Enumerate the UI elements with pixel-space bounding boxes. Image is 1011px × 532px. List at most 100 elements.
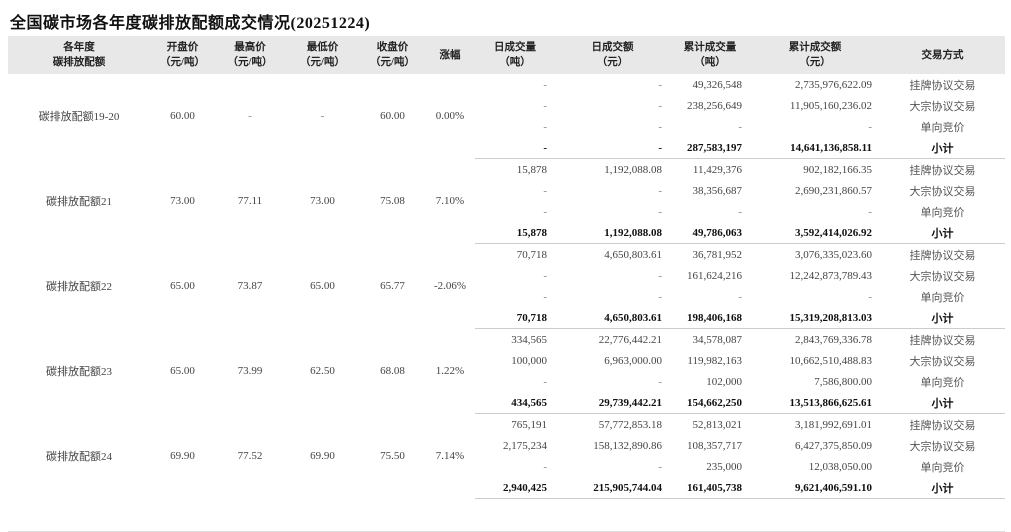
- daily-amount: -: [555, 137, 670, 159]
- table-row: - - 235,000 12,038,050.00 单向竞价: [8, 456, 1005, 477]
- header-cumulative-volume[interactable]: 累计成交量 （吨）: [670, 36, 750, 74]
- high-price: 77.52: [237, 450, 263, 462]
- open-price: 73.00: [170, 195, 195, 207]
- header-close-price[interactable]: 收盘价 （元/吨）: [360, 36, 425, 74]
- low-price: -: [320, 110, 325, 123]
- allowance-group: 碳排放配额21 73.00 77.11 73.00 75.08 7.10% 15,878 1,…: [8, 159, 1005, 244]
- header-trade-method[interactable]: 交易方式: [880, 36, 1005, 74]
- low-price: 65.00: [310, 280, 335, 292]
- cumulative-volume: 235,000: [706, 460, 742, 473]
- header-cumulative-amount[interactable]: 累计成交额 （元）: [750, 36, 880, 74]
- trade-method: 单向竞价: [920, 376, 965, 389]
- header-high-price[interactable]: 最高价 （元/吨）: [215, 36, 285, 74]
- table-row: - - - - 单向竞价: [8, 286, 1005, 307]
- trade-method: 挂牌协议交易: [909, 79, 976, 92]
- daily-amount: 22,776,442.21: [598, 333, 662, 346]
- header-label: （元/吨）: [160, 57, 205, 68]
- cumulative-amount: 2,690,231,860.57: [795, 184, 872, 197]
- open-price: 65.00: [170, 365, 195, 377]
- daily-volume: -: [543, 184, 547, 197]
- cumulative-volume: -: [738, 205, 742, 218]
- daily-volume: 2,175,234: [503, 439, 547, 452]
- trade-method: 大宗协议交易: [909, 100, 976, 113]
- cumulative-amount: 12,038,050.00: [808, 460, 872, 473]
- open-price: 69.90: [170, 450, 195, 462]
- cumulative-amount: 9,621,406,591.10: [750, 477, 880, 499]
- cumulative-volume: 38,356,687: [692, 184, 743, 197]
- header-change[interactable]: 涨幅: [425, 36, 475, 74]
- cumulative-volume: 49,786,063: [670, 222, 750, 244]
- trade-method: 小计: [880, 137, 1005, 159]
- cumulative-amount: 10,662,510,488.83: [789, 354, 873, 367]
- header-allowance-year[interactable]: 各年度 碳排放配额: [8, 36, 150, 74]
- cumulative-amount: 3,076,335,023.60: [795, 248, 872, 261]
- trade-method: 大宗协议交易: [909, 185, 976, 198]
- daily-volume: -: [543, 269, 547, 282]
- cumulative-volume: 198,406,168: [670, 307, 750, 329]
- cumulative-volume: 108,357,717: [687, 439, 742, 452]
- change-percent: 0.00%: [435, 110, 465, 123]
- cumulative-amount: -: [868, 120, 872, 133]
- daily-amount: -: [658, 460, 662, 473]
- header-label: 涨幅: [439, 49, 461, 61]
- cumulative-amount: 12,242,873,789.43: [789, 269, 873, 282]
- table-row: 碳排放配额22 65.00 73.87 65.00 65.77 -2.06% 70,718 4…: [8, 244, 1005, 294]
- trade-method: 单向竞价: [920, 461, 965, 474]
- trade-method: 单向竞价: [920, 206, 965, 219]
- cumulative-volume: 34,578,087: [692, 333, 743, 346]
- daily-amount: 158,132,890.86: [593, 439, 662, 452]
- allowance-group: 碳排放配额19-20 60.00- -60.00 0.00% - -49,326,548 2…: [8, 74, 1005, 159]
- header-label: 交易方式: [921, 49, 964, 61]
- daily-amount: -: [658, 78, 662, 91]
- header-daily-volume[interactable]: 日成交量 （吨）: [475, 36, 555, 74]
- daily-amount: -: [658, 290, 662, 303]
- cumulative-amount: 7,586,800.00: [814, 375, 872, 388]
- cumulative-volume: 119,982,163: [687, 354, 742, 367]
- daily-volume: 15,878: [516, 163, 547, 176]
- cumulative-volume: -: [738, 290, 742, 303]
- daily-volume: 334,565: [511, 333, 547, 346]
- daily-amount: 4,650,803.61: [604, 248, 662, 261]
- daily-volume: 434,565: [475, 392, 555, 414]
- table-row: - - - - 单向竞价: [8, 116, 1005, 137]
- close-price: 65.77: [380, 280, 405, 292]
- header-label: （元/吨）: [300, 57, 345, 68]
- cumulative-amount: 3,181,992,691.01: [795, 418, 872, 431]
- header-low-price[interactable]: 最低价 （元/吨）: [285, 36, 360, 74]
- low-price: 69.90: [310, 450, 335, 462]
- cumulative-amount: 3,592,414,026.92: [750, 222, 880, 244]
- close-price: 68.08: [380, 365, 405, 377]
- table-row: 碳排放配额19-20 60.00 - - 60.00 0.00% - - 49,326,548 2…: [8, 74, 1005, 124]
- cumulative-amount: 902,182,166.35: [803, 163, 872, 176]
- header-label: 日成交额: [591, 42, 634, 53]
- cumulative-amount: 2,735,976,622.09: [795, 78, 872, 91]
- header-label: 最低价: [306, 42, 339, 53]
- subtotal-row: 2,940,425 215,905,744.04 161,405,738 9,621,…: [8, 477, 1005, 499]
- daily-volume: -: [543, 205, 547, 218]
- low-price: 73.00: [310, 195, 335, 207]
- trade-method: 单向竞价: [920, 291, 965, 304]
- cumulative-volume: 49,326,548: [692, 78, 743, 91]
- header-label: （元/吨）: [370, 57, 415, 68]
- cumulative-volume: 36,781,952: [692, 248, 743, 261]
- daily-amount: -: [658, 375, 662, 388]
- header-daily-amount[interactable]: 日成交额 （元）: [555, 36, 670, 74]
- header-open-price[interactable]: 开盘价 （元/吨）: [150, 36, 215, 74]
- allowance-name: 碳排放配额19-20: [38, 111, 120, 124]
- carbon-allowance-table: 各年度 碳排放配额 开盘价 （元/吨） 最高价 （元/吨） 最低价 （元/吨） 收盘价 （元/吨）…: [8, 36, 1005, 532]
- open-price: 60.00: [170, 110, 195, 123]
- table-row: - - - - 单向竞价: [8, 201, 1005, 222]
- allowance-group: 碳排放配额24 69.90 77.52 69.90 75.50 7.14% 765,191 5…: [8, 414, 1005, 499]
- cumulative-volume: -: [738, 120, 742, 133]
- page-title: 全国碳市场各年度碳排放配额成交情况(20251224): [10, 15, 371, 32]
- daily-amount: 215,905,744.04: [555, 477, 670, 499]
- daily-volume: -: [543, 290, 547, 303]
- cumulative-amount: 13,513,866,625.61: [750, 392, 880, 414]
- header-label: 开盘价: [166, 42, 199, 53]
- subtotal-row: 15,878 1,192,088.08 49,786,063 3,592,414,02…: [8, 222, 1005, 244]
- trade-method: 大宗协议交易: [909, 440, 976, 453]
- allowance-name: 碳排放配额22: [46, 281, 112, 293]
- trade-method: 小计: [880, 392, 1005, 414]
- high-price: -: [248, 110, 252, 123]
- trade-method: 挂牌协议交易: [909, 164, 976, 177]
